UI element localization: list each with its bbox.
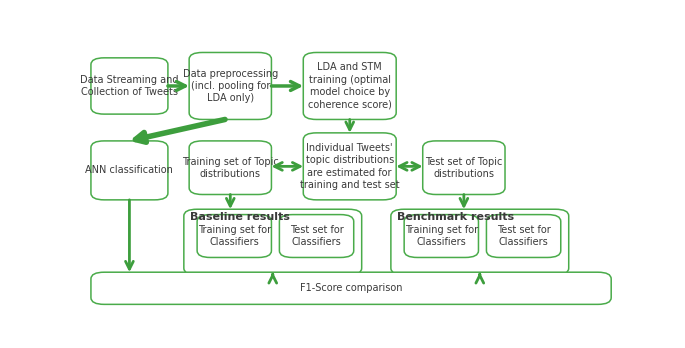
FancyBboxPatch shape	[91, 272, 611, 304]
Text: Individual Tweets'
topic distributions
are estimated for
training and test set: Individual Tweets' topic distributions a…	[300, 143, 399, 190]
FancyBboxPatch shape	[303, 53, 396, 119]
FancyBboxPatch shape	[404, 215, 478, 258]
FancyBboxPatch shape	[91, 141, 168, 200]
Text: Data Streaming and
Collection of Tweets: Data Streaming and Collection of Tweets	[80, 75, 179, 97]
FancyBboxPatch shape	[197, 215, 271, 258]
Text: Training set for
Classifiers: Training set for Classifiers	[198, 225, 271, 247]
Text: Training set of Topic
distributions: Training set of Topic distributions	[182, 157, 279, 179]
Text: F1-Score comparison: F1-Score comparison	[300, 283, 402, 293]
Text: Test set for
Classifiers: Test set for Classifiers	[497, 225, 551, 247]
FancyBboxPatch shape	[486, 215, 561, 258]
FancyBboxPatch shape	[189, 141, 271, 195]
Text: Baseline results: Baseline results	[190, 212, 290, 222]
Text: Data preprocessing
(incl. pooling for
LDA only): Data preprocessing (incl. pooling for LD…	[183, 69, 278, 103]
FancyBboxPatch shape	[279, 215, 353, 258]
Text: Training set for
Classifiers: Training set for Classifiers	[405, 225, 478, 247]
FancyBboxPatch shape	[184, 209, 362, 275]
FancyBboxPatch shape	[423, 141, 505, 195]
Text: LDA and STM
training (optimal
model choice by
coherence score): LDA and STM training (optimal model choi…	[308, 62, 392, 110]
FancyBboxPatch shape	[189, 53, 271, 119]
Text: Test set for
Classifiers: Test set for Classifiers	[290, 225, 343, 247]
FancyBboxPatch shape	[91, 58, 168, 114]
Text: Test set of Topic
distributions: Test set of Topic distributions	[425, 157, 503, 179]
FancyBboxPatch shape	[391, 209, 569, 275]
Text: Benchmark results: Benchmark results	[397, 212, 514, 222]
Text: ANN classification: ANN classification	[86, 165, 173, 175]
FancyBboxPatch shape	[303, 133, 396, 200]
